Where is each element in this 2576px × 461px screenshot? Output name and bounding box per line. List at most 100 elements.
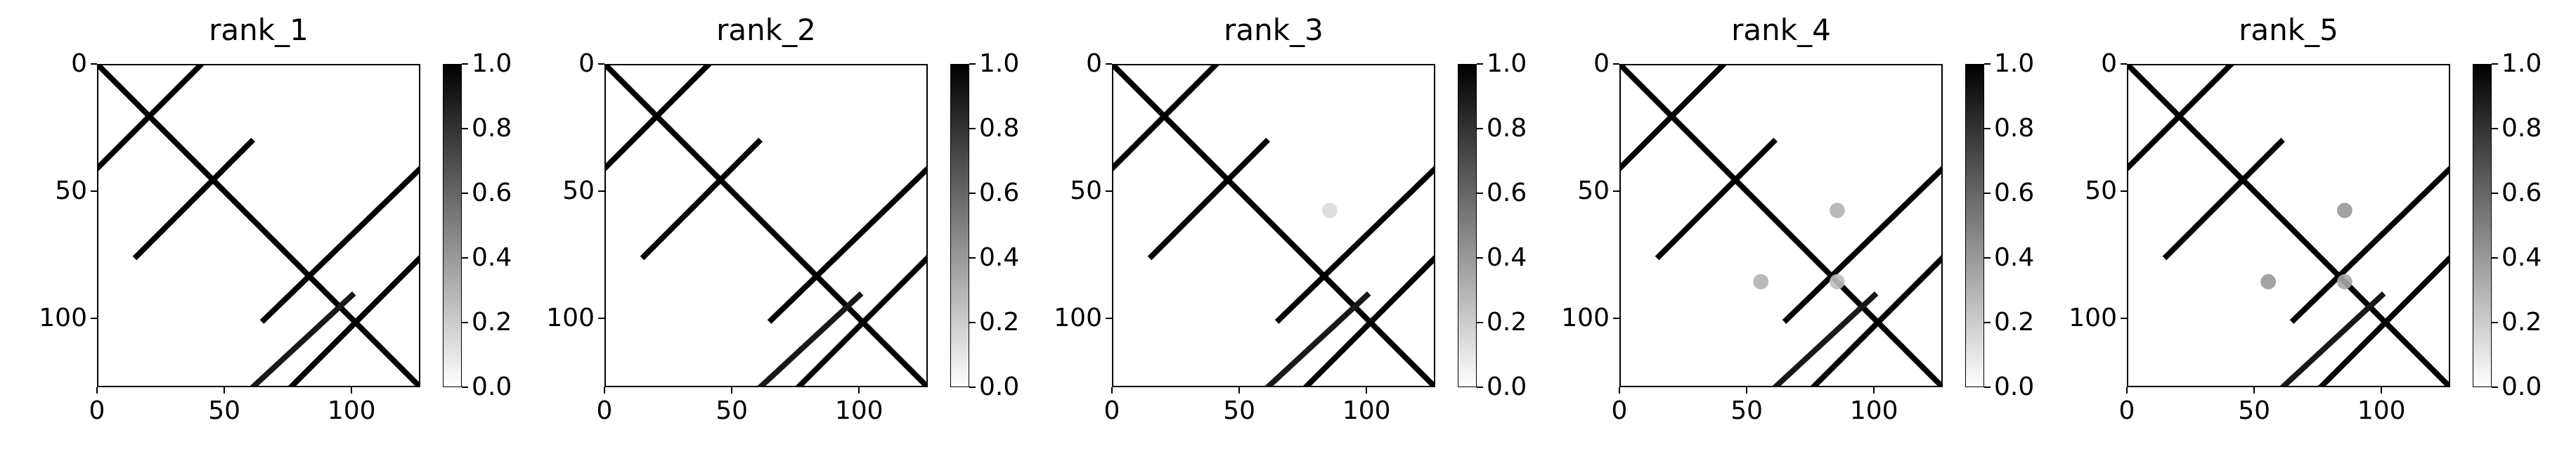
colorbar-tick-label: 0.0 [472,372,512,401]
y-tick-mark [1613,318,1619,320]
colorbar-tick-label: 1.0 [2501,49,2542,78]
y-tick-mark [598,318,604,320]
heatmap-panel: rank_1 0 0 50 50 100 100 0.0 0.2 0.4 0.6 0.8 1.0 [0,0,512,461]
colorbar-tick-label: 0.0 [1487,372,1527,401]
colorbar-tick-mark [969,63,976,65]
x-tick-label: 50 [716,396,748,425]
x-tick-label: 50 [2238,396,2270,425]
colorbar [443,64,462,387]
x-tick-mark [731,387,733,394]
colorbar-tick-label: 0.0 [2501,372,2542,401]
contact-diagonal [288,255,419,386]
x-tick-mark [1619,387,1620,394]
x-tick-label: 50 [208,396,240,425]
colorbar-tick-label: 0.4 [472,243,512,272]
colorbar-tick-label: 0.4 [2501,243,2542,272]
contact-diagonal [1303,255,1434,386]
y-tick-label: 100 [1054,304,1102,333]
contact-diagonal [1264,290,1372,386]
contact-diagonal [757,290,865,386]
contact-diagonal [1782,166,1941,324]
x-tick-label: 100 [327,396,376,425]
colorbar-tick-mark [969,193,976,194]
colorbar-tick-mark [969,387,976,388]
y-tick-label: 100 [1561,304,1610,333]
colorbar [950,64,969,387]
fuzzy-contact-spot [1830,274,1845,290]
colorbar-tick-mark [1984,193,1991,194]
y-tick-mark [2121,190,2127,193]
x-tick-mark [2126,387,2128,394]
colorbar-tick-label: 0.8 [472,114,512,143]
colorbar-tick-label: 0.2 [2501,308,2542,337]
colorbar-tick-label: 0.4 [1487,243,1527,272]
y-tick-mark [91,63,97,65]
colorbar-tick-mark [1984,257,1991,259]
colorbar-tick-mark [1477,322,1483,323]
fuzzy-contact-spot [1830,202,1845,219]
y-tick-mark [1106,63,1112,65]
colorbar [2473,64,2492,387]
colorbar-tick-label: 1.0 [1487,49,1527,78]
panel-title: rank_5 [2239,13,2338,47]
x-tick-label: 100 [2357,396,2406,425]
colorbar-tick-mark [462,387,468,388]
heatmap-plot-area [1619,64,1943,387]
colorbar-tick-mark [462,128,468,129]
contact-diagonal [1772,290,1879,386]
colorbar-tick-label: 1.0 [979,49,1020,78]
y-tick-mark [91,318,97,320]
x-tick-mark [858,387,860,394]
colorbar-tick-label: 0.6 [472,178,512,207]
y-tick-mark [2121,63,2127,65]
heatmap-canvas [2128,65,2449,386]
contact-diagonal [98,65,419,386]
contact-diagonal [606,65,926,386]
colorbar-tick-mark [2492,128,2498,129]
colorbar-tick-mark [1477,128,1483,129]
contact-diagonal [767,166,926,324]
heatmap-panel: rank_4 0 0 50 50 100 100 0.0 0.2 0.4 0.6 0.8 1.0 [1522,0,2034,461]
y-tick-label: 0 [71,49,87,78]
heatmap-plot-area [604,64,928,387]
colorbar-tick-label: 0.4 [979,243,1020,272]
colorbar-tick-mark [462,322,468,323]
colorbar-tick-label: 0.0 [1994,372,2035,401]
contact-diagonal [2289,166,2449,324]
y-tick-mark [1613,63,1619,65]
contact-diagonal [2279,290,2387,386]
contact-diagonal [606,65,712,171]
colorbar-tick-mark [2492,322,2498,323]
panel-title: rank_1 [209,13,309,47]
contact-diagonal [1621,65,1941,386]
contact-diagonal [640,138,763,261]
x-tick-label: 100 [1849,396,1898,425]
heatmap-canvas [1621,65,1941,386]
y-tick-mark [1106,318,1112,320]
colorbar-tick-mark [1984,63,1991,65]
colorbar-tick-mark [1477,193,1483,194]
colorbar-tick-mark [462,193,468,194]
colorbar-tick-label: 0.6 [2501,178,2542,207]
y-tick-label: 0 [1086,49,1102,78]
fuzzy-contact-spot [2337,274,2352,290]
x-tick-label: 0 [89,396,105,425]
panel-title: rank_4 [1731,13,1831,47]
y-tick-label: 50 [562,176,595,206]
heatmap-canvas [1113,65,1434,386]
colorbar-tick-label: 0.2 [1487,308,1527,337]
y-tick-mark [598,63,604,65]
colorbar-tick-label: 0.2 [1994,308,2035,337]
y-tick-label: 50 [1577,176,1610,206]
contact-diagonal [1621,65,1727,171]
colorbar-tick-label: 1.0 [1994,49,2035,78]
colorbar [1965,64,1984,387]
colorbar-tick-label: 0.6 [979,178,1020,207]
y-tick-mark [91,190,97,193]
x-tick-label: 100 [1342,396,1391,425]
x-tick-mark [96,387,98,394]
colorbar-tick-label: 0.0 [979,372,1020,401]
y-tick-label: 100 [39,304,87,333]
colorbar-tick-label: 0.2 [472,308,512,337]
colorbar-tick-label: 0.2 [979,308,1020,337]
